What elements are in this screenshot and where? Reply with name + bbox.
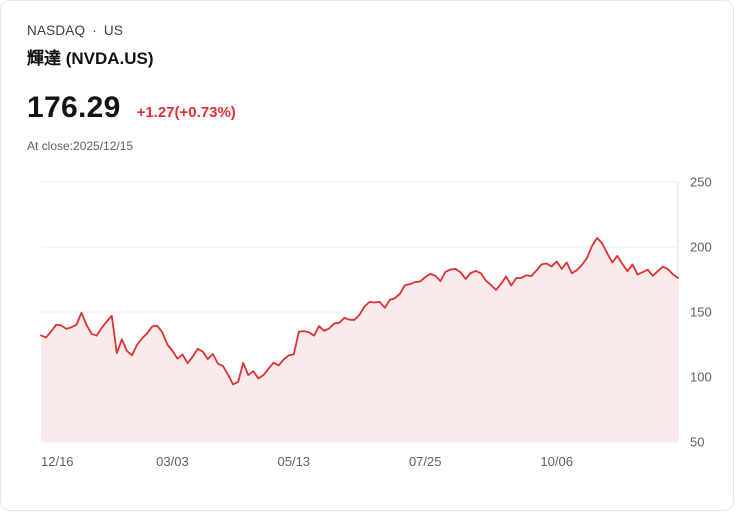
exchange-label: NASDAQ [27, 23, 86, 38]
current-price: 176.29 [27, 91, 121, 124]
x-tick-label: 07/25 [409, 454, 442, 469]
chart-area: 250 200 150 100 50 12/16 03/03 05/13 07/25 10/06 [1, 169, 734, 499]
stock-title: 輝達 (NVDA.US) [27, 49, 154, 68]
price-change: +1.27(+0.73%) [136, 104, 236, 121]
separator-dot: · [92, 23, 97, 38]
x-tick-label: 03/03 [156, 454, 189, 469]
y-tick-label: 250 [690, 175, 712, 190]
y-tick-label: 150 [690, 305, 712, 320]
price-chart[interactable]: 250 200 150 100 50 12/16 03/03 05/13 07/25 10/06 [1, 169, 734, 499]
price-line [40, 237, 679, 386]
x-tick-label: 12/16 [41, 454, 74, 469]
as-of-date: At close:2025/12/15 [27, 139, 134, 153]
region-label: US [103, 23, 124, 38]
y-tick-label: 200 [690, 240, 712, 255]
x-tick-label: 10/06 [540, 454, 573, 469]
price-area [41, 237, 678, 442]
x-tick-label: 05/13 [278, 454, 311, 469]
y-tick-label: 100 [690, 370, 712, 385]
price-row: 176.29 +1.27(+0.73%) [27, 91, 733, 125]
exchange-info: NASDAQ · US [27, 23, 733, 38]
y-tick-label: 50 [690, 435, 704, 450]
